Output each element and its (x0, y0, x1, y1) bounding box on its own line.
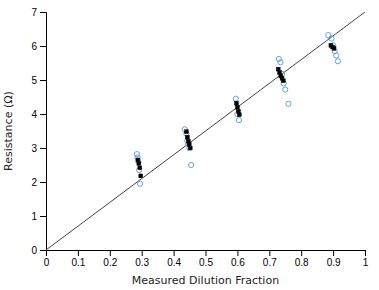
y-tick-label: 1 (31, 211, 37, 222)
y-tick: 6 (31, 41, 46, 52)
circle-point (329, 36, 334, 41)
x-tick: 0.1 (71, 250, 85, 268)
y-tick: 3 (31, 143, 46, 154)
square-point (137, 161, 141, 165)
square-point (188, 146, 192, 150)
y-tick: 0 (31, 245, 46, 256)
x-tick-label: 0.1 (71, 257, 85, 268)
x-tick-label: 0.3 (135, 257, 149, 268)
y-tick-mark (40, 80, 46, 81)
square-point (281, 79, 285, 83)
x-tick: 0.7 (263, 250, 277, 268)
x-tick-mark (142, 250, 143, 256)
plot: 0 0.1 0.2 0.3 0.4 0.5 0.6 0.7 0.8 0.9 1 0 1 2 3 4 5 6 7 (31, 7, 368, 268)
x-tick: 0.5 (199, 250, 213, 268)
circle-point (236, 118, 241, 123)
x-tick: 0.3 (135, 250, 149, 268)
x-tick-mark (206, 250, 207, 256)
y-tick: 4 (31, 109, 46, 120)
y-tick-label: 2 (31, 177, 37, 188)
y-tick-mark (40, 250, 46, 251)
y-tick-label: 4 (31, 109, 37, 120)
y-tick-mark (40, 148, 46, 149)
square-point (237, 113, 241, 117)
square-point (138, 166, 142, 170)
series-1 (134, 33, 340, 187)
x-tick-label: 0.8 (295, 257, 309, 268)
x-axis-line (47, 251, 366, 257)
x-tick-mark (237, 250, 238, 256)
x-tick-label: 0.2 (103, 257, 117, 268)
x-tick-mark (78, 250, 79, 256)
square-point (235, 101, 239, 105)
square-point (184, 130, 188, 134)
y-tick-label: 3 (31, 143, 37, 154)
square-point (185, 135, 189, 139)
x-axis-title: Measured Dilution Fraction (132, 274, 279, 287)
x-tick-mark (269, 250, 270, 256)
circle-point (283, 87, 288, 92)
x-tick-label: 0.7 (263, 257, 277, 268)
y-tick-mark (40, 216, 46, 217)
y-axis-title: Resistance (Ω) (2, 91, 15, 171)
x-tick-mark (333, 250, 334, 256)
circle-point (326, 33, 331, 38)
x-axis: 0 0.1 0.2 0.3 0.4 0.5 0.6 0.7 0.8 0.9 1 (44, 250, 369, 268)
circle-point (233, 96, 238, 101)
circle-point (335, 59, 340, 64)
circle-point (334, 53, 339, 58)
x-tick-label: 1 (363, 257, 369, 268)
chart: 0 0.1 0.2 0.3 0.4 0.5 0.6 0.7 0.8 0.9 1 0 1 2 3 4 5 6 7 Mea… (0, 0, 379, 290)
y-axis: 0 1 2 3 4 5 6 7 (31, 7, 46, 256)
y-tick-mark (40, 114, 46, 115)
y-tick: 7 (31, 7, 46, 18)
y-tick-mark (40, 182, 46, 183)
square-point (139, 174, 143, 178)
x-tick-mark (110, 250, 111, 256)
square-point (236, 105, 240, 109)
circle-point (278, 60, 283, 65)
square-point (332, 46, 336, 50)
reference-line (46, 12, 365, 250)
y-tick: 2 (31, 177, 46, 188)
circle-point (136, 159, 141, 164)
y-tick-label: 7 (31, 7, 37, 18)
y-tick: 5 (31, 75, 46, 86)
x-tick-mark (365, 250, 366, 256)
x-tick: 0.2 (103, 250, 117, 268)
circle-point (189, 162, 194, 167)
x-tick-label: 0 (44, 257, 50, 268)
y-axis-line (40, 13, 47, 251)
series-2 (136, 43, 336, 177)
y-tick-mark (40, 46, 46, 47)
y-tick: 1 (31, 211, 46, 222)
y-tick-label: 5 (31, 75, 37, 86)
x-tick-mark (301, 250, 302, 256)
x-tick: 0.6 (231, 250, 245, 268)
marks (46, 12, 365, 250)
x-tick-label: 0.6 (231, 257, 245, 268)
y-tick-label: 0 (31, 245, 37, 256)
x-tick: 0.9 (327, 250, 341, 268)
y-tick-mark (40, 12, 46, 13)
x-tick-label: 0.5 (199, 257, 213, 268)
x-tick-label: 0.4 (167, 257, 181, 268)
x-tick: 1 (363, 250, 369, 268)
x-tick: 0 (44, 250, 50, 268)
y-tick-label: 6 (31, 41, 37, 52)
x-tick-label: 0.9 (327, 257, 341, 268)
x-tick-mark (174, 250, 175, 256)
circle-point (138, 181, 143, 186)
x-tick: 0.4 (167, 250, 181, 268)
x-tick: 0.8 (295, 250, 309, 268)
circle-point (286, 101, 291, 106)
